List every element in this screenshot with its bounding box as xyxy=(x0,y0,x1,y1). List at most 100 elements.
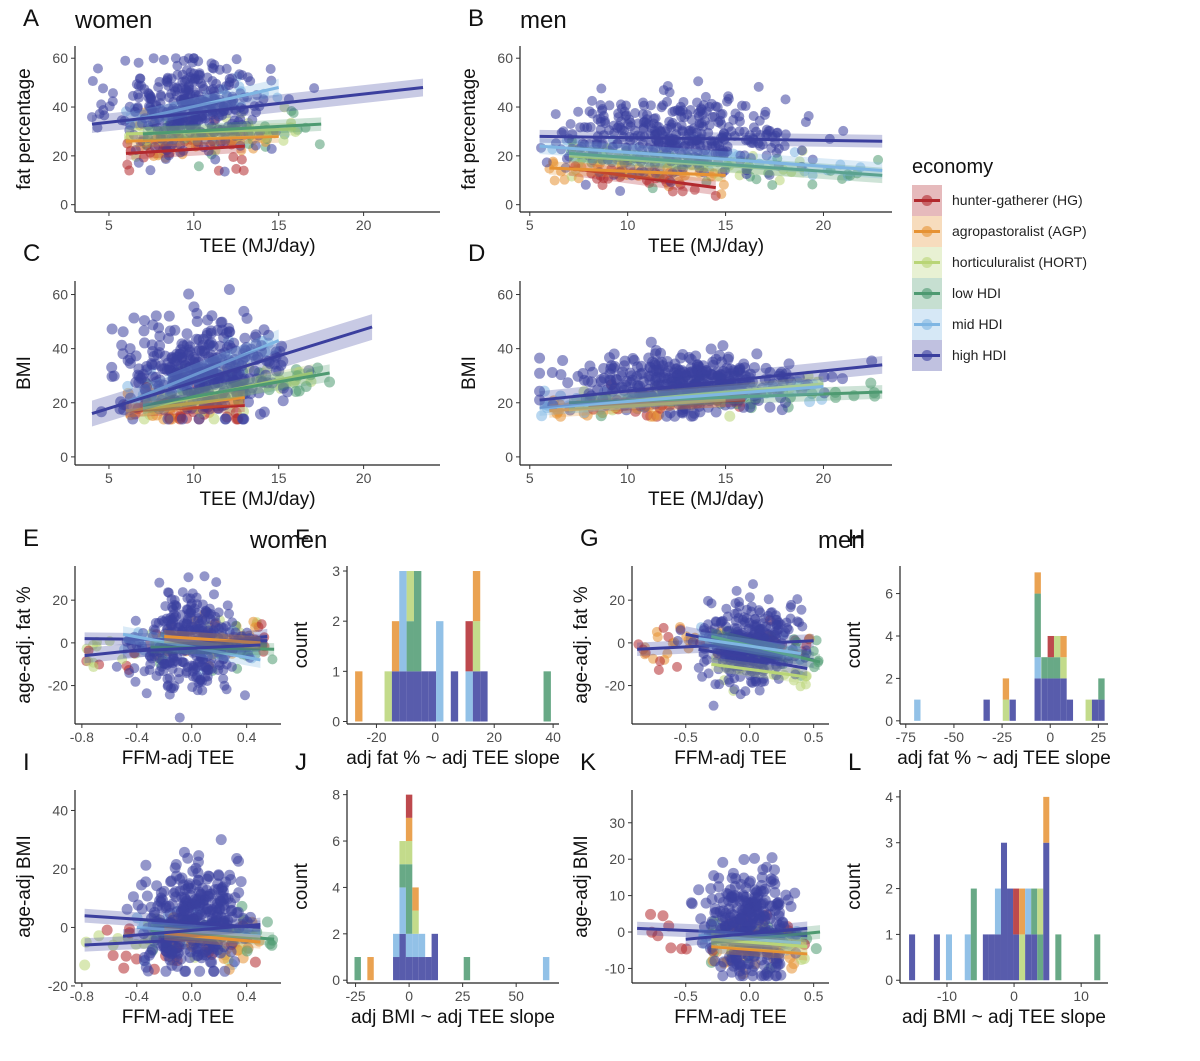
point-highHDI xyxy=(734,601,745,612)
point-highHDI xyxy=(171,610,182,621)
bar-highHDI xyxy=(983,699,990,721)
point-highHDI xyxy=(247,114,258,125)
point-HG xyxy=(228,152,239,163)
bar-highHDI xyxy=(1031,934,1038,981)
point-highHDI xyxy=(557,354,569,366)
point-highHDI xyxy=(664,142,675,153)
point-highHDI xyxy=(192,949,204,961)
y-tick-label: 20 xyxy=(52,592,68,608)
bar-HORT xyxy=(399,841,406,865)
panel-label-J: J xyxy=(295,749,307,776)
bar-midHDI xyxy=(418,933,426,958)
bar-highHDI xyxy=(1047,678,1054,721)
y-tick-label: 40 xyxy=(497,341,513,357)
x-axis-label: FFM-adj TEE xyxy=(674,1007,787,1028)
point-highHDI xyxy=(130,676,141,687)
point-highHDI xyxy=(751,886,763,898)
y-axis-label: BMI xyxy=(14,356,35,390)
point-highHDI xyxy=(222,893,234,905)
point-highHDI xyxy=(715,616,726,627)
panel-label-G: G xyxy=(580,525,599,552)
x-axis-label: TEE (MJ/day) xyxy=(199,489,315,510)
point-highHDI xyxy=(608,362,620,374)
point-highHDI xyxy=(265,64,276,75)
panel-label-I: I xyxy=(23,749,30,776)
point-highHDI xyxy=(678,141,689,152)
point-highHDI xyxy=(796,604,807,615)
legend-item-AGP: agropastoralist (AGP) xyxy=(912,216,1087,247)
bar-lowHDI xyxy=(1041,657,1048,679)
point-highHDI xyxy=(201,884,213,896)
x-tick-label: 0.5 xyxy=(804,988,824,1004)
bar-midHDI xyxy=(399,887,406,934)
point-highHDI xyxy=(724,677,735,688)
point-highHDI xyxy=(736,913,748,925)
y-tick-label: 4 xyxy=(885,628,893,644)
y-tick-label: 40 xyxy=(52,99,68,115)
point-highHDI xyxy=(677,348,689,360)
panel-F: F -20 0 20 40 0 1 2 3 adj fat % ~ adj TEE slope co… xyxy=(291,525,561,769)
bar-lowHDI xyxy=(1034,593,1041,658)
bar-lowHDI xyxy=(1055,934,1062,981)
x-tick-label: 0.0 xyxy=(740,729,760,745)
x-tick-label: 0.0 xyxy=(182,729,202,745)
point-highHDI xyxy=(580,179,591,190)
point-highHDI xyxy=(748,579,759,590)
point-highHDI xyxy=(629,125,640,136)
point-highHDI xyxy=(201,873,213,885)
bar-highHDI xyxy=(472,671,481,722)
point-highHDI xyxy=(212,324,224,336)
point-highHDI xyxy=(582,122,593,133)
point-highHDI xyxy=(149,141,160,152)
point-highHDI xyxy=(163,587,174,598)
y-tick-label: 6 xyxy=(885,586,893,602)
bar-HORT xyxy=(1053,635,1061,658)
point-highHDI xyxy=(174,712,185,723)
bar-highHDI xyxy=(1053,678,1061,721)
point-highHDI xyxy=(546,366,558,378)
point-HORT xyxy=(208,413,220,425)
point-HG xyxy=(710,190,721,201)
bar-highHDI xyxy=(399,671,407,722)
x-tick-label: -0.5 xyxy=(674,988,698,1004)
x-tick-label: 0 xyxy=(1010,988,1018,1004)
point-highHDI xyxy=(764,169,775,180)
panel-H: H -75 -50 -25 0 25 0 2 4 6 adj fat % ~ adj TEE slo… xyxy=(844,525,1111,769)
point-highHDI xyxy=(182,852,194,864)
x-tick-label: 5 xyxy=(105,217,113,233)
legend-label-AGP: agropastoralist (AGP) xyxy=(952,223,1087,239)
point-highHDI xyxy=(693,76,704,87)
bar-highHDI xyxy=(405,957,413,981)
point-highHDI xyxy=(173,667,184,678)
point-highHDI xyxy=(201,606,212,617)
point-highHDI xyxy=(694,163,705,174)
point-HG xyxy=(672,661,683,672)
point-highHDI xyxy=(638,97,649,108)
x-tick-label: -0.8 xyxy=(70,988,94,1004)
x-tick-label: 50 xyxy=(508,988,524,1004)
point-highHDI xyxy=(587,95,598,106)
y-axis-label: age-adj BMI xyxy=(14,835,35,937)
bar-midHDI xyxy=(436,621,444,722)
y-axis-label: fat percentage xyxy=(14,68,35,189)
histogram-bars xyxy=(355,571,551,722)
bar-AGP xyxy=(355,671,363,722)
x-tick-label: 40 xyxy=(545,729,561,745)
x-tick-label: -25 xyxy=(345,988,365,1004)
point-highHDI xyxy=(759,109,770,120)
point-highHDI xyxy=(237,413,249,425)
point-HG xyxy=(101,924,113,936)
point-highHDI xyxy=(96,99,107,110)
y-tick-label: -20 xyxy=(605,678,625,694)
title-women-top: women xyxy=(74,7,152,34)
point-highHDI xyxy=(251,107,262,118)
y-tick-label: -10 xyxy=(605,960,625,976)
point-highHDI xyxy=(206,956,218,968)
x-tick-label: -50 xyxy=(944,729,964,745)
point-highHDI xyxy=(726,966,738,978)
point-lowHDI xyxy=(767,179,778,190)
y-tick-label: 4 xyxy=(332,879,340,895)
bar-highHDI xyxy=(399,933,406,981)
point-highHDI xyxy=(234,69,245,80)
bar-lowHDI xyxy=(1031,888,1038,935)
